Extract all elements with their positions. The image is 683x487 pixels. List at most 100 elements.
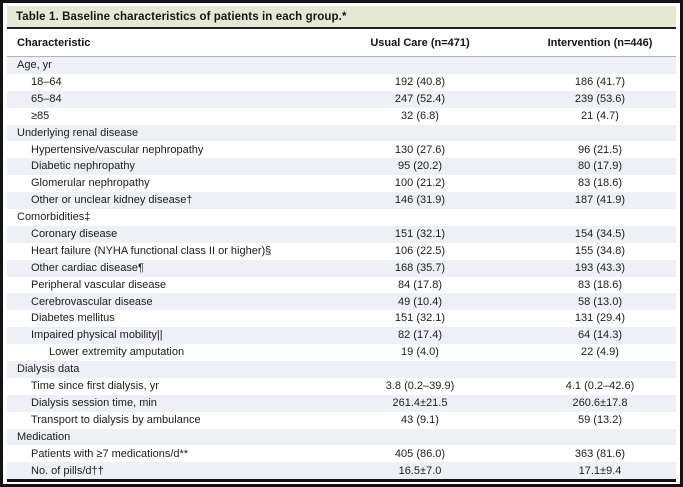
table-row: Hypertensive/vascular nephropathy 130 (2…	[7, 141, 676, 159]
usual-care-value	[316, 125, 524, 142]
table-row: Dialysis data	[7, 361, 676, 378]
usual-care-value	[316, 209, 524, 226]
intervention-value: 96 (21.5)	[577, 143, 623, 156]
row-label: Time since first dialysis, yr	[31, 380, 159, 393]
row-label: Dialysis session time, min	[31, 396, 157, 409]
table-row: Glomerular nephropathy 100 (21.2) 83 (18…	[7, 175, 676, 193]
intervention-value: 260.6±17.8	[572, 396, 628, 409]
usual-care-value: 405 (86.0)	[394, 447, 446, 460]
intervention-value: 187 (41.9)	[574, 194, 626, 207]
row-label: Glomerular nephropathy	[31, 177, 150, 190]
table-row: 65–84 247 (52.4) 239 (53.6)	[7, 90, 676, 108]
intervention-value: 64 (14.3)	[577, 329, 623, 342]
header-row: Characteristic Usual Care (n=471) Interv…	[7, 29, 676, 57]
row-label: Medication	[17, 430, 71, 443]
intervention-value: 59 (13.2)	[577, 413, 623, 426]
table-row: Patients with ≥7 medications/d** 405 (86…	[7, 445, 676, 463]
baseline-characteristics-table: Characteristic Usual Care (n=471) Interv…	[7, 29, 676, 480]
usual-care-value: 3.8 (0.2–39.9)	[385, 380, 455, 393]
table-row: Peripheral vascular disease 84 (17.8) 83…	[7, 276, 676, 294]
row-label: Dialysis data	[17, 363, 80, 376]
table-row: Lower extremity amputation 19 (4.0) 22 (…	[7, 344, 676, 362]
table-row: Medication	[7, 428, 676, 446]
table-row: Diabetes mellitus 151 (32.1) 131 (29.4)	[7, 310, 676, 328]
usual-care-value: 146 (31.9)	[394, 194, 446, 207]
table-row: Other cardiac disease¶ 168 (35.7) 193 (4…	[7, 259, 676, 277]
intervention-value	[524, 429, 676, 446]
row-label: Age, yr	[17, 59, 52, 72]
usual-care-value: 151 (32.1)	[394, 228, 446, 241]
usual-care-value: 49 (10.4)	[397, 295, 443, 308]
intervention-value: 17.1±9.4	[578, 464, 622, 477]
table-row: Other or unclear kidney disease† 146 (31…	[7, 192, 676, 210]
usual-care-value: 261.4±21.5	[392, 396, 448, 409]
intervention-value: 21 (4.7)	[581, 109, 619, 122]
intervention-value	[524, 57, 676, 74]
table-row: Age, yr	[7, 56, 676, 74]
usual-care-value: 192 (40.8)	[394, 76, 446, 89]
intervention-value	[524, 209, 676, 226]
intervention-value	[524, 125, 676, 142]
row-label: Impaired physical mobility||	[31, 329, 163, 342]
row-label: Cerebrovascular disease	[31, 295, 153, 308]
usual-care-value: 82 (17.4)	[397, 329, 443, 342]
table-row: Dialysis session time, min 261.4±21.5 26…	[7, 394, 676, 412]
table-row: No. of pills/d†† 16.5±7.0 17.1±9.4	[7, 462, 676, 480]
usual-care-value: 247 (52.4)	[394, 92, 446, 105]
column-header-usual-care: Usual Care (n=471)	[316, 29, 524, 57]
intervention-value	[524, 361, 676, 378]
table-row: ≥85 32 (6.8) 21 (4.7)	[7, 107, 676, 125]
usual-care-value: 100 (21.2)	[394, 177, 446, 190]
table-row: Comorbidities‡	[7, 209, 676, 226]
row-label: No. of pills/d††	[31, 464, 104, 477]
usual-care-value: 84 (17.8)	[397, 278, 443, 291]
intervention-value: 4.1 (0.2–42.6)	[565, 380, 635, 393]
row-label: Other cardiac disease¶	[31, 261, 144, 274]
row-label: Lower extremity amputation	[49, 346, 185, 359]
usual-care-value	[316, 361, 524, 378]
table-row: Diabetic nephropathy 95 (20.2) 80 (17.9)	[7, 158, 676, 176]
column-header-intervention: Intervention (n=446)	[524, 29, 676, 57]
intervention-value: 363 (81.6)	[574, 447, 626, 460]
table-row: Cerebrovascular disease 49 (10.4) 58 (13…	[7, 293, 676, 311]
row-label: Other or unclear kidney disease†	[31, 194, 193, 207]
row-label: Diabetic nephropathy	[31, 160, 135, 173]
usual-care-value: 106 (22.5)	[394, 244, 446, 257]
row-label: Hypertensive/vascular nephropathy	[31, 143, 204, 156]
row-label: 18–64	[31, 76, 62, 89]
column-header-characteristic: Characteristic	[7, 29, 316, 57]
intervention-value: 131 (29.4)	[574, 312, 626, 325]
usual-care-value	[316, 57, 524, 74]
usual-care-value: 32 (6.8)	[401, 109, 439, 122]
row-label: Peripheral vascular disease	[31, 278, 167, 291]
intervention-value: 239 (53.6)	[574, 92, 626, 105]
table-bottom-rule	[7, 479, 676, 483]
row-label: Transport to dialysis by ambulance	[31, 413, 201, 426]
usual-care-value	[316, 429, 524, 446]
usual-care-value: 168 (35.7)	[394, 261, 446, 274]
usual-care-value: 16.5±7.0	[398, 464, 442, 477]
table-row: Impaired physical mobility|| 82 (17.4) 6…	[7, 327, 676, 345]
intervention-value: 186 (41.7)	[574, 76, 626, 89]
intervention-value: 22 (4.9)	[581, 346, 619, 359]
row-label: Diabetes mellitus	[31, 312, 115, 325]
table-row: 18–64 192 (40.8) 186 (41.7)	[7, 73, 676, 91]
intervention-value: 58 (13.0)	[577, 295, 623, 308]
intervention-value: 80 (17.9)	[577, 160, 623, 173]
row-label: Heart failure (NYHA functional class II …	[31, 244, 272, 257]
table-row: Underlying renal disease	[7, 124, 676, 142]
table-row: Heart failure (NYHA functional class II …	[7, 242, 676, 260]
row-label: Comorbidities‡	[17, 211, 91, 224]
usual-care-value: 43 (9.1)	[401, 413, 439, 426]
row-label: Coronary disease	[31, 228, 118, 241]
table-row: Coronary disease 151 (32.1) 154 (34.5)	[7, 225, 676, 243]
intervention-value: 154 (34.5)	[574, 228, 626, 241]
usual-care-value: 151 (32.1)	[394, 312, 446, 325]
intervention-value: 193 (43.3)	[574, 261, 626, 274]
row-label: Underlying renal disease	[17, 126, 139, 139]
intervention-value: 155 (34.8)	[574, 244, 626, 257]
row-label: Patients with ≥7 medications/d**	[31, 447, 189, 460]
table-row: Time since first dialysis, yr 3.8 (0.2–3…	[7, 377, 676, 395]
row-label: ≥85	[31, 109, 50, 122]
